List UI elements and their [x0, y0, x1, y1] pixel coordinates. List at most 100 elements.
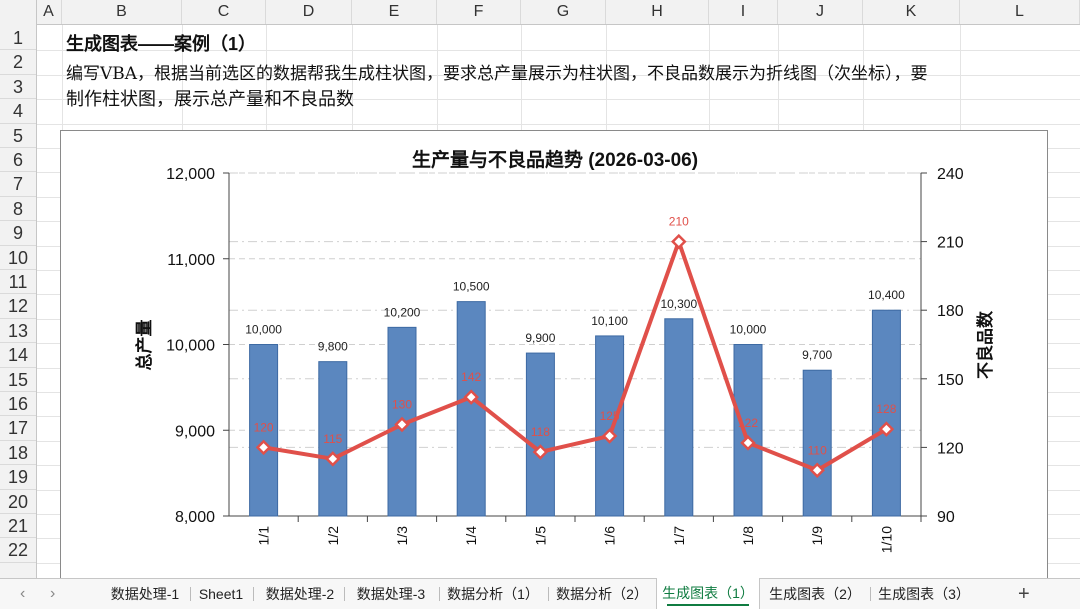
row-header-17[interactable]: 17	[0, 416, 36, 441]
chart-area[interactable]: 生产量与不良品趋势 (2026-03-06) 90 120 150 180 210 240…	[60, 130, 1048, 590]
line-marker-1/2	[325, 451, 341, 467]
column-header-E[interactable]: E	[352, 0, 437, 24]
tab-separator	[870, 587, 871, 601]
column-header-C[interactable]: C	[182, 0, 266, 24]
row-header-1[interactable]: 1	[0, 26, 36, 51]
line-value-label: 125	[600, 409, 620, 423]
row-header-16[interactable]: 16	[0, 392, 36, 417]
row-header-bar: 1 2 3 4 5 6 7 8 9 10 11 12 13 14 15 16 17 18 19 20 21 22	[0, 24, 37, 578]
column-header-J[interactable]: J	[778, 0, 863, 24]
bar-value-label: 9,900	[525, 331, 555, 345]
bar-value-label: 10,300	[660, 297, 697, 311]
line-marker-1/3	[394, 416, 410, 433]
gridline-row	[37, 123, 1080, 125]
x-tick-label: 1/6	[602, 526, 618, 546]
bar-value-label: 10,000	[730, 323, 767, 337]
bar-1/1	[249, 344, 279, 517]
row-header-15[interactable]: 15	[0, 368, 36, 392]
x-tick-label: 1/10	[878, 526, 894, 553]
y-tick-label: 10,000	[166, 338, 215, 355]
sheet-tab-6[interactable]: 数据分析（2）	[556, 586, 648, 602]
tab-separator	[439, 587, 440, 601]
line-marker-1/4	[463, 389, 479, 405]
tab-separator	[253, 587, 254, 601]
line-value-label: 118	[531, 425, 550, 439]
row-header-9[interactable]: 9	[0, 221, 36, 246]
column-header-G[interactable]: G	[521, 0, 606, 24]
gridline-row	[37, 99, 1080, 101]
column-header-K[interactable]: K	[863, 0, 960, 24]
line-value-label: 115	[323, 432, 342, 446]
row-header-19[interactable]: 19	[0, 465, 36, 490]
bar-value-label: 10,000	[245, 323, 282, 337]
column-header-F[interactable]: F	[437, 0, 521, 24]
line-value-label: 130	[392, 398, 412, 412]
row-header-18[interactable]: 18	[0, 441, 36, 466]
row-header-4[interactable]: 4	[0, 99, 36, 124]
x-tick-label: 1/8	[740, 526, 756, 546]
y2-tick-label: 120	[937, 440, 964, 457]
row-header-13[interactable]: 13	[0, 319, 36, 344]
x-tick-label: 1/3	[394, 526, 410, 546]
sheet-tab-1[interactable]: 数据处理-1	[110, 586, 180, 602]
instruction-cell-row2[interactable]: 编写VBA，根据当前选区的数据帮我生成柱状图，要求总产量展示为柱状图，不良品数展…	[66, 64, 928, 84]
bar-1/8	[733, 344, 763, 517]
row-header-2[interactable]: 2	[0, 50, 36, 75]
row-header-14[interactable]: 14	[0, 343, 36, 368]
y2-axis-title: 不良品数	[975, 310, 995, 379]
column-header-L[interactable]: L	[960, 0, 1080, 24]
row-header-11[interactable]: 11	[0, 270, 36, 295]
column-header-bar	[0, 0, 1080, 25]
bar-1/9	[802, 369, 832, 517]
bar-value-label: 10,500	[453, 280, 490, 294]
row-header-3[interactable]: 3	[0, 75, 36, 100]
add-sheet-button[interactable]: +	[1018, 583, 1030, 605]
y-tick-label: 8,000	[175, 509, 215, 526]
column-header-B[interactable]: B	[62, 0, 182, 24]
line-marker-1/6	[601, 428, 618, 444]
sheet-tab-8[interactable]: 生成图表（2）	[769, 586, 861, 602]
sheet-tab-9[interactable]: 生成图表（3）	[878, 586, 970, 602]
row-header-10[interactable]: 10	[0, 246, 36, 270]
column-header-D[interactable]: D	[266, 0, 352, 24]
line-marker-1/7	[671, 233, 687, 250]
tab-separator	[190, 587, 191, 601]
line-series	[263, 239, 888, 473]
line-value-label: 142	[461, 370, 481, 384]
tab-next-icon[interactable]: ›	[50, 585, 56, 602]
column-header-A[interactable]: A	[36, 0, 62, 24]
sheet-tab-7[interactable]: 生成图表（1）	[656, 578, 760, 609]
sheet-tab-bar: ‹ › 数据处理-1 Sheet1 数据处理-2 数据处理-3 数据分析（1） 数据分析（…	[0, 578, 1080, 609]
instruction-cell-row3[interactable]: 制作柱状图，展示总产量和不良品数	[66, 89, 354, 109]
bar-value-label: 10,200	[384, 305, 421, 319]
y2-tick-label: 240	[937, 166, 964, 183]
column-header-I[interactable]: I	[709, 0, 778, 24]
gridline-row	[37, 50, 1080, 52]
row-header-7[interactable]: 7	[0, 172, 36, 197]
select-all-corner[interactable]	[0, 0, 37, 24]
combo-chart[interactable]: 生产量与不良品趋势 (2026-03-06) 90 120 150 180 210 240…	[61, 131, 1049, 591]
bar-1/5	[525, 352, 555, 517]
bar-1/2	[318, 361, 348, 517]
row-header-6[interactable]: 6	[0, 148, 36, 173]
line-marker-1/10	[878, 421, 895, 437]
row-header-12[interactable]: 12	[0, 294, 36, 319]
row-header-5[interactable]: 5	[0, 124, 36, 148]
sheet-tab-3[interactable]: 数据处理-2	[265, 586, 335, 602]
column-header-H[interactable]: H	[606, 0, 709, 24]
tab-prev-icon[interactable]: ‹	[20, 585, 26, 602]
row-header-21[interactable]: 21	[0, 514, 36, 539]
row-header-22[interactable]: 22	[0, 538, 36, 563]
sheet-tab-2[interactable]: Sheet1	[198, 586, 244, 602]
x-tick-label: 1/1	[256, 526, 272, 546]
gridline-row	[37, 74, 1080, 76]
line-value-label: 128	[876, 402, 896, 416]
sheet-tab-5[interactable]: 数据分析（1）	[447, 586, 539, 602]
title-cell[interactable]: 生成图表——案例（1）	[66, 34, 257, 54]
y2-tick-label: 180	[937, 303, 964, 320]
row-header-8[interactable]: 8	[0, 197, 36, 222]
sheet-tab-4[interactable]: 数据处理-3	[356, 586, 426, 602]
row-header-20[interactable]: 20	[0, 490, 36, 514]
line-marker-1/8	[740, 435, 756, 451]
bar-value-label: 10,100	[591, 314, 628, 328]
